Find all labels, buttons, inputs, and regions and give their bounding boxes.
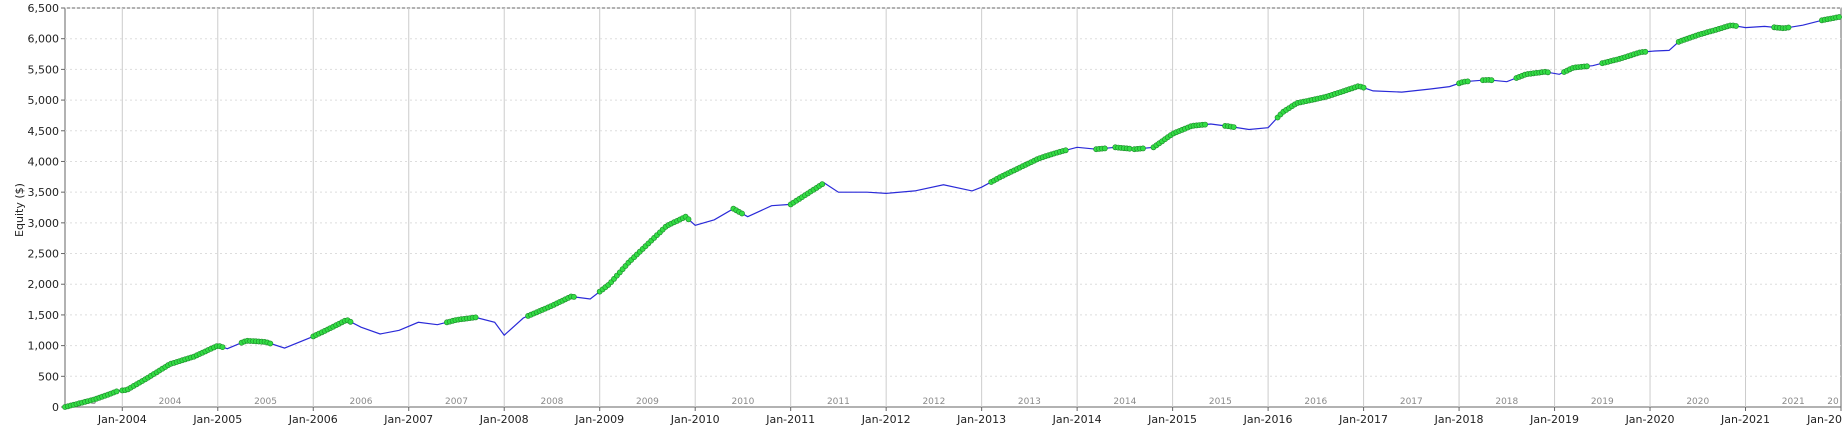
y-tick-label: 4,500 xyxy=(28,125,60,138)
y-tick-label: 2,500 xyxy=(28,248,60,261)
x-tick-label: Jan-2006 xyxy=(288,413,338,426)
new-high-marker xyxy=(1785,24,1792,31)
year-label: 2012 xyxy=(922,397,945,407)
new-high-marker xyxy=(739,210,745,217)
year-label: 2004 xyxy=(159,397,182,407)
y-tick-label: 5,500 xyxy=(28,63,60,76)
x-tick-label: Jan-2013 xyxy=(956,413,1006,426)
year-label: 20 xyxy=(1827,397,1839,407)
x-tick-label: Jan-2012 xyxy=(861,413,911,426)
year-label: 2010 xyxy=(731,397,754,407)
new-high-marker xyxy=(1101,145,1108,152)
new-high-marker xyxy=(1642,48,1649,55)
new-high-marker xyxy=(1545,69,1551,76)
y-tick-label: 3,000 xyxy=(28,217,60,230)
year-label: 2009 xyxy=(636,397,659,407)
year-label: 2006 xyxy=(350,397,373,407)
year-label: 2018 xyxy=(1495,397,1518,407)
y-tick-label: 2,000 xyxy=(28,278,60,291)
x-tick-label: Jan-2008 xyxy=(479,413,529,426)
year-label: 2008 xyxy=(541,397,564,407)
year-label: 2017 xyxy=(1400,397,1423,407)
y-tick-label: 4,000 xyxy=(28,155,60,168)
x-tick-label: Jan-2017 xyxy=(1338,413,1388,426)
new-high-marker xyxy=(1360,84,1367,91)
year-label: 2019 xyxy=(1591,397,1614,407)
new-high-marker xyxy=(571,293,577,300)
year-label: 2016 xyxy=(1304,397,1327,407)
x-tick-label: Jan-2005 xyxy=(192,413,242,426)
year-label: 2015 xyxy=(1209,397,1232,407)
x-tick-label: Jan-2014 xyxy=(1052,413,1102,426)
y-axis: 0 500 1,000 1,500 2,000 2,500 3,000 3,500 4,000 4… xyxy=(28,2,65,414)
year-label: 2014 xyxy=(1113,397,1136,407)
grid-lines xyxy=(65,7,1841,407)
new-high-marker xyxy=(1126,145,1133,152)
new-high-marker xyxy=(219,344,226,350)
new-high-marker xyxy=(472,314,479,321)
year-label: 2021 xyxy=(1782,397,1805,407)
year-label: 2020 xyxy=(1686,397,1709,407)
new-high-marker xyxy=(1464,78,1471,85)
new-high-marker xyxy=(1062,147,1069,154)
x-tick-label: Jan-20 xyxy=(1806,413,1842,426)
new-high-marker xyxy=(1202,121,1208,128)
y-axis-label: Equity ($) xyxy=(13,183,26,237)
new-high-marker xyxy=(113,388,120,395)
x-tick-label: Jan-2004 xyxy=(97,413,147,426)
new-high-marker xyxy=(1488,77,1495,84)
x-tick-label: Jan-2010 xyxy=(670,413,720,426)
new-high-marker xyxy=(685,216,692,223)
new-high-marker xyxy=(347,318,354,325)
y-tick-label: 1,000 xyxy=(28,340,60,353)
new-high-marker xyxy=(1733,23,1739,29)
x-tick-label: Jan-2009 xyxy=(574,413,624,426)
year-labels: 3200420052006200720082009201020112012201… xyxy=(91,397,1839,407)
new-high-marker xyxy=(1836,14,1842,20)
x-tick-label: Jan-2016 xyxy=(1243,413,1293,426)
new-high-markers xyxy=(62,14,1842,410)
y-tick-label: 0 xyxy=(52,401,59,414)
x-tick-label: Jan-2019 xyxy=(1529,413,1579,426)
new-high-marker xyxy=(267,340,274,347)
x-axis: Jan-2004 Jan-2005 Jan-2006 Jan-2007 Jan-2008… xyxy=(97,407,1842,426)
x-tick-label: Jan-2011 xyxy=(765,413,815,426)
y-tick-label: 500 xyxy=(38,370,59,383)
x-tick-label: Jan-2021 xyxy=(1720,413,1770,426)
x-tick-label: Jan-2007 xyxy=(383,413,433,426)
new-high-marker xyxy=(1584,63,1590,70)
new-high-marker xyxy=(1140,145,1146,152)
x-tick-label: Jan-2020 xyxy=(1625,413,1675,426)
year-label: 2005 xyxy=(254,397,277,407)
year-label: 2011 xyxy=(827,397,850,407)
y-tick-label: 6,000 xyxy=(28,33,60,46)
y-tick-label: 3,500 xyxy=(28,186,60,199)
x-tick-label: Jan-2018 xyxy=(1434,413,1484,426)
y-tick-label: 6,500 xyxy=(28,2,60,15)
y-tick-label: 1,500 xyxy=(28,309,60,322)
year-label: 2013 xyxy=(1018,397,1041,407)
new-high-marker xyxy=(1230,124,1237,130)
new-high-marker xyxy=(819,181,826,188)
y-tick-label: 5,000 xyxy=(28,94,60,107)
x-tick-label: Jan-2015 xyxy=(1147,413,1197,426)
year-label: 2007 xyxy=(445,397,468,407)
